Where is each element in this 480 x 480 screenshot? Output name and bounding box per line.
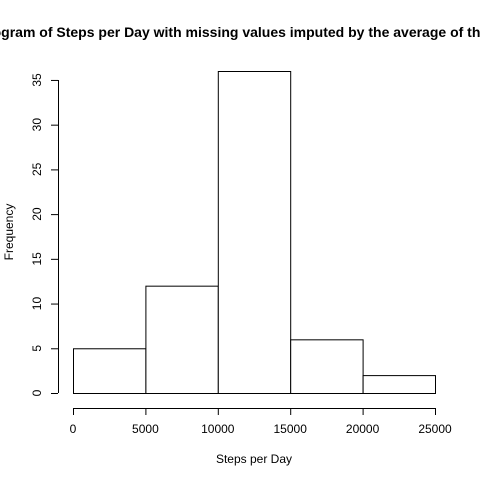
y-tick-label-6: 30 — [30, 118, 44, 132]
x-tick-label-2: 10000 — [201, 422, 235, 436]
histogram-bar-3 — [290, 339, 364, 395]
x-axis: 0 5000 10000 15000 20000 25000 — [70, 408, 452, 436]
y-tick-label-5: 25 — [30, 162, 44, 176]
histogram-bar-2 — [217, 71, 292, 394]
y-tick-label-1: 5 — [30, 345, 44, 352]
x-tick-label-4: 20000 — [346, 422, 380, 436]
y-tick-label-4: 20 — [30, 207, 44, 221]
y-tick-label-7: 35 — [30, 73, 44, 87]
histogram-bar-4 — [362, 375, 437, 395]
x-tick-label-3: 15000 — [274, 422, 308, 436]
y-tick-label-2: 10 — [30, 297, 44, 311]
y-axis: 0 5 10 15 20 25 30 35 — [30, 73, 59, 396]
histogram-bar-1 — [145, 285, 219, 394]
histogram-bars — [73, 71, 437, 395]
x-axis-label: Steps per Day — [216, 452, 292, 466]
chart-title: Histogram of Steps per Day with missing … — [0, 24, 480, 40]
histogram-bar-0 — [73, 348, 147, 394]
y-tick-label-3: 15 — [30, 252, 44, 266]
y-tick-label-0: 0 — [30, 389, 44, 396]
x-tick-label-0: 0 — [70, 422, 77, 436]
x-tick-label-1: 5000 — [132, 422, 159, 436]
x-tick-label-5: 25000 — [418, 422, 452, 436]
y-axis-label: Frequency — [2, 204, 16, 261]
